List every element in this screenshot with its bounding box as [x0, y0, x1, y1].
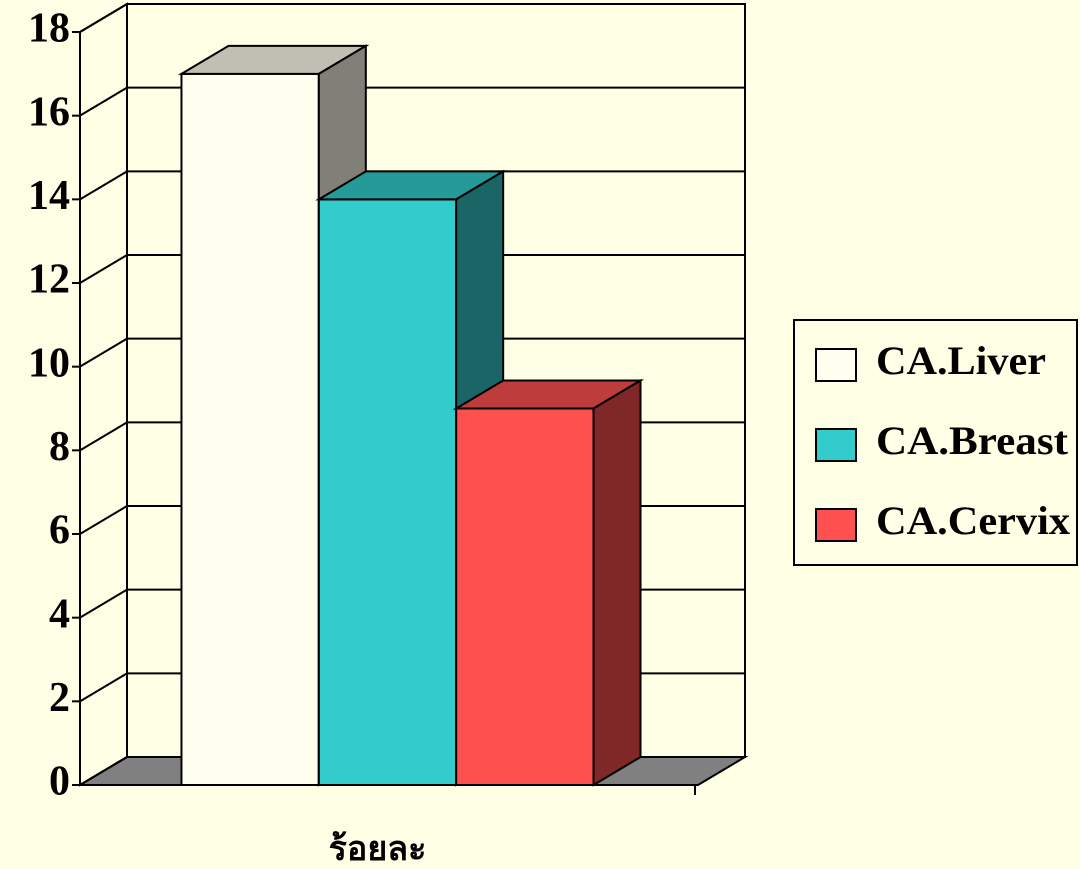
- grid-line: [79, 588, 128, 619]
- grid-line: [79, 337, 128, 368]
- y-tick-label: 16: [28, 89, 70, 135]
- bar-side: [592, 378, 642, 787]
- y-tick-label: 14: [28, 173, 70, 219]
- legend-swatch: [815, 348, 857, 382]
- grid-line: [79, 672, 128, 703]
- grid-line: [79, 3, 128, 33]
- y-tick-label: 4: [49, 591, 70, 637]
- y-tick-label: 8: [49, 424, 70, 470]
- legend-swatch: [815, 508, 857, 542]
- legend-swatch: [815, 428, 857, 462]
- y-tick-label: 0: [49, 759, 70, 805]
- bar: [317, 198, 458, 787]
- y-tick-label: 12: [28, 257, 70, 303]
- grid-line: [79, 86, 128, 117]
- legend-label: CA.Cervix: [876, 498, 1070, 543]
- grid-line: [79, 421, 128, 452]
- grid-line: [79, 254, 128, 284]
- bar: [455, 407, 595, 786]
- grid-line: [79, 170, 128, 201]
- y-tick-label: 10: [28, 340, 70, 386]
- y-tick-label: 2: [49, 675, 70, 721]
- legend-label: CA.Breast: [876, 418, 1069, 463]
- grid-line: [79, 756, 128, 786]
- y-tick-label: 18: [28, 6, 70, 52]
- grid-line: [79, 505, 128, 535]
- bar: [180, 72, 320, 787]
- y-tick-label: 6: [49, 508, 70, 554]
- legend-label: CA.Liver: [876, 338, 1046, 383]
- x-tick-label: ร้อยละ: [329, 831, 427, 868]
- side-wall: [79, 2, 128, 787]
